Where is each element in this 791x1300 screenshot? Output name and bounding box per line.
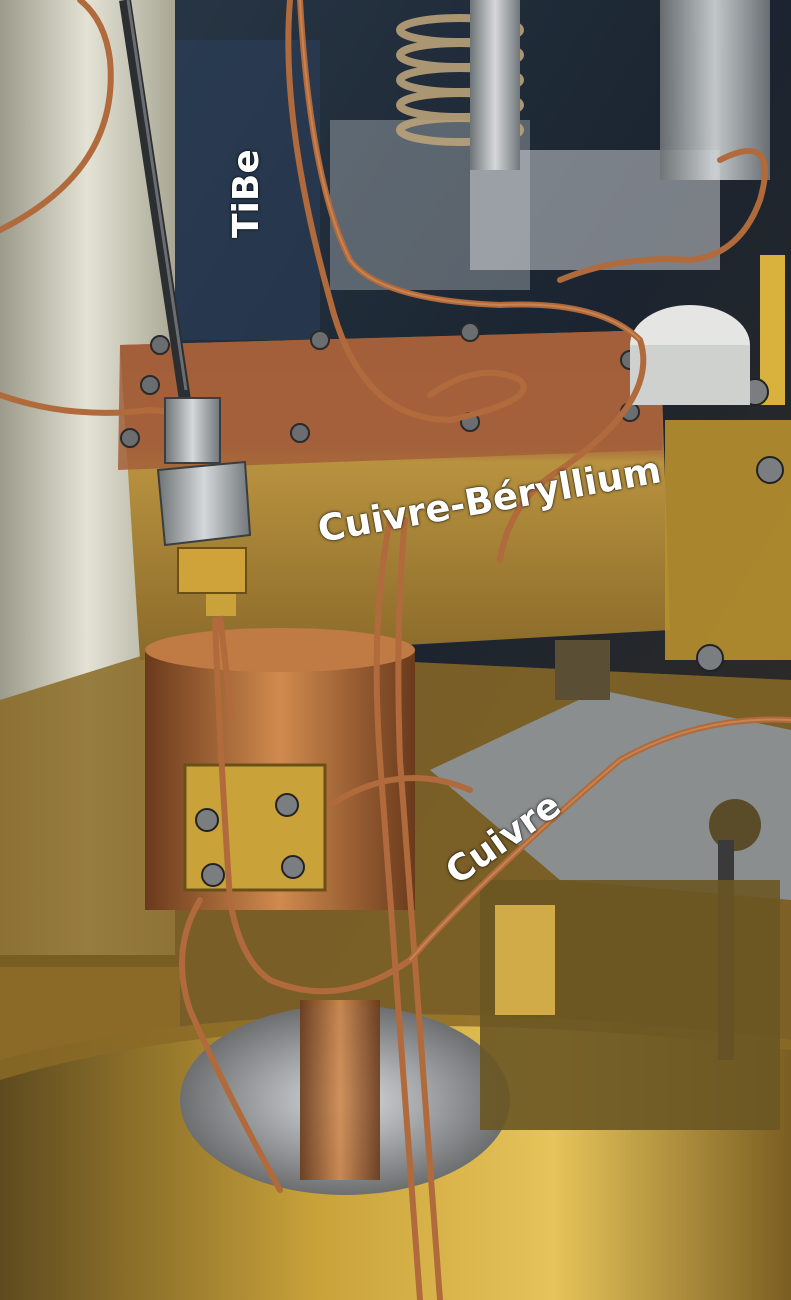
- tibe-label: TiBe: [226, 149, 267, 238]
